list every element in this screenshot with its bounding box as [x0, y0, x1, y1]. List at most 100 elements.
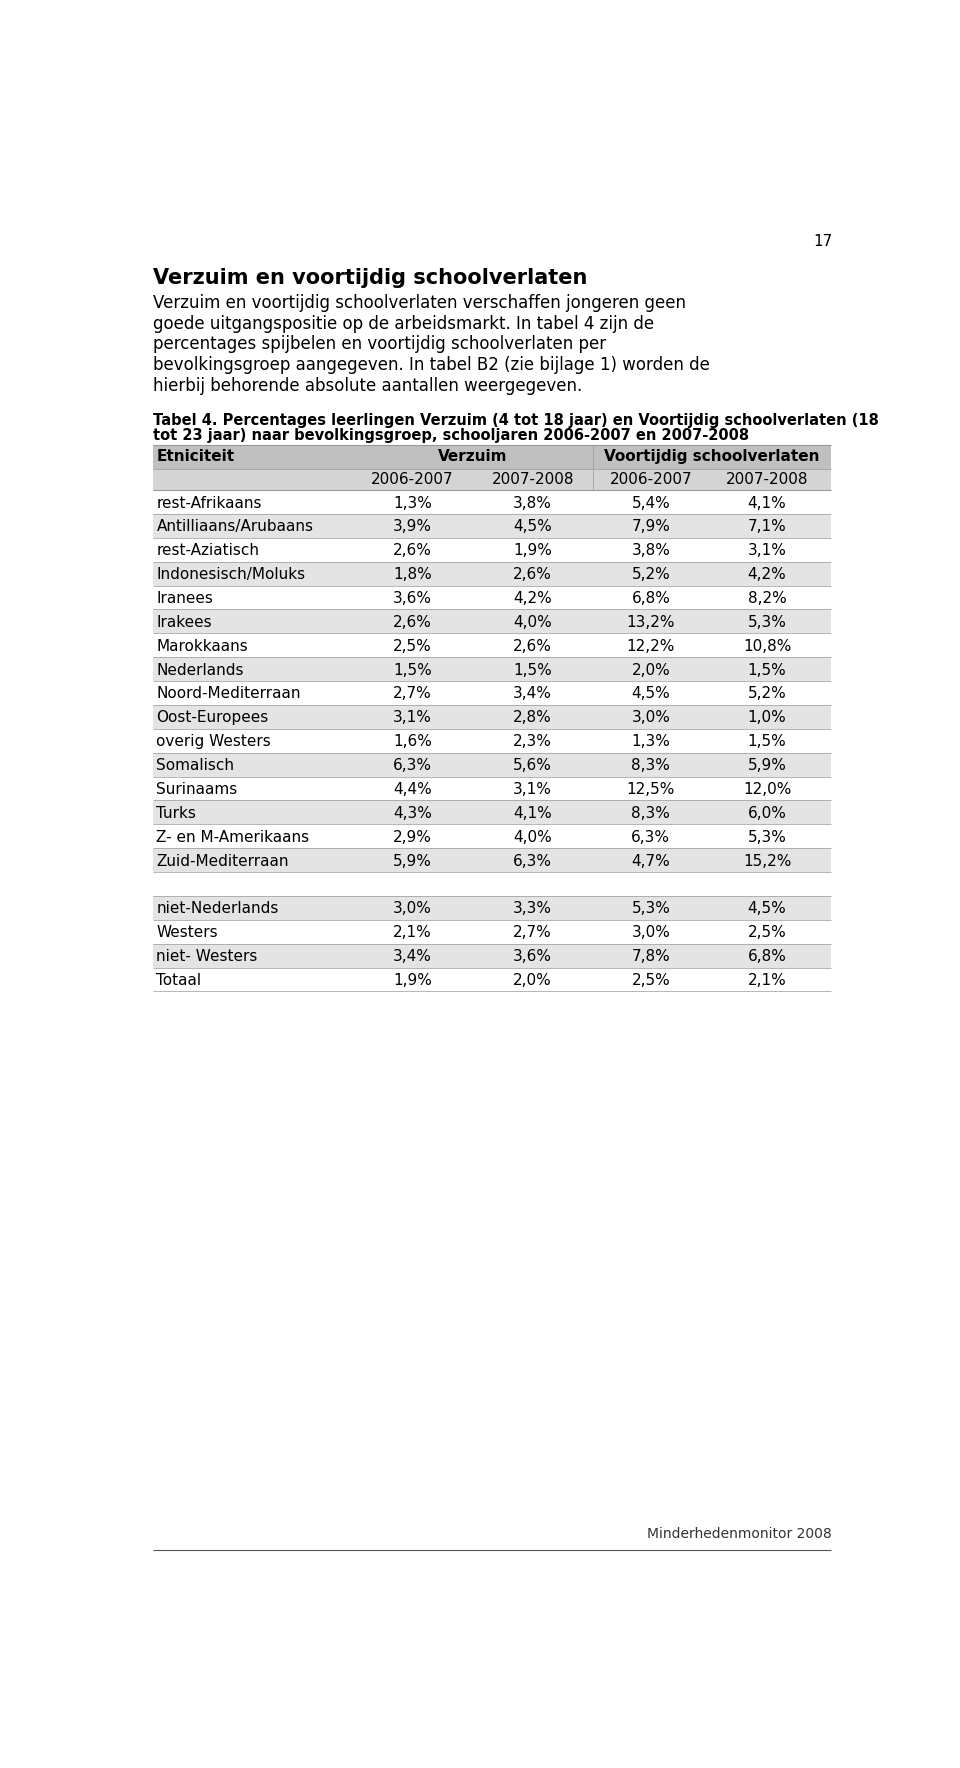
- Text: 12,2%: 12,2%: [627, 638, 675, 654]
- Text: 3,3%: 3,3%: [514, 902, 552, 916]
- Text: Oost-Europees: Oost-Europees: [156, 711, 269, 725]
- Text: 1,5%: 1,5%: [394, 663, 432, 677]
- Bar: [153, 776, 831, 801]
- Text: 8,3%: 8,3%: [632, 806, 670, 820]
- Text: 3,1%: 3,1%: [394, 711, 432, 725]
- Text: niet- Westers: niet- Westers: [156, 949, 258, 964]
- Text: 7,8%: 7,8%: [632, 949, 670, 964]
- Text: 2,6%: 2,6%: [514, 568, 552, 582]
- Text: 6,0%: 6,0%: [748, 806, 786, 820]
- Text: 2007-2008: 2007-2008: [726, 472, 808, 488]
- Text: 4,2%: 4,2%: [514, 591, 552, 606]
- Text: Antilliaans/Arubaans: Antilliaans/Arubaans: [156, 520, 313, 534]
- Text: 5,9%: 5,9%: [394, 854, 432, 868]
- Text: 12,0%: 12,0%: [743, 781, 791, 797]
- Text: 5,6%: 5,6%: [514, 758, 552, 773]
- Text: 3,8%: 3,8%: [632, 543, 670, 559]
- Text: 5,2%: 5,2%: [748, 686, 786, 702]
- Text: rest-Aziatisch: rest-Aziatisch: [156, 543, 259, 559]
- Text: rest-Afrikaans: rest-Afrikaans: [156, 495, 262, 511]
- Bar: [153, 801, 831, 824]
- Text: 7,9%: 7,9%: [632, 520, 670, 534]
- Text: Tabel 4. Percentages leerlingen Verzuim (4 tot 18 jaar) en Voortijdig schoolverl: Tabel 4. Percentages leerlingen Verzuim …: [153, 414, 878, 428]
- Bar: [153, 562, 831, 585]
- Text: Marokkaans: Marokkaans: [156, 638, 249, 654]
- Text: Noord-Mediterraan: Noord-Mediterraan: [156, 686, 300, 702]
- Text: 6,8%: 6,8%: [748, 949, 786, 964]
- Text: Turks: Turks: [156, 806, 196, 820]
- Text: 5,9%: 5,9%: [748, 758, 786, 773]
- Text: 3,4%: 3,4%: [514, 686, 552, 702]
- Text: 4,1%: 4,1%: [748, 495, 786, 511]
- Text: 4,5%: 4,5%: [748, 902, 786, 916]
- Text: Surinaams: Surinaams: [156, 781, 238, 797]
- Text: 3,1%: 3,1%: [748, 543, 786, 559]
- Bar: [153, 728, 831, 753]
- Bar: [153, 490, 831, 514]
- Text: 2,0%: 2,0%: [632, 663, 670, 677]
- Bar: [153, 514, 831, 537]
- Bar: [153, 469, 831, 490]
- Text: 2,1%: 2,1%: [748, 972, 786, 988]
- Text: 5,4%: 5,4%: [632, 495, 670, 511]
- Bar: [153, 446, 831, 469]
- Text: 2006-2007: 2006-2007: [610, 472, 692, 488]
- Text: 8,3%: 8,3%: [632, 758, 670, 773]
- Text: 2,5%: 2,5%: [632, 972, 670, 988]
- Bar: [153, 537, 831, 562]
- Text: 5,3%: 5,3%: [748, 829, 786, 845]
- Text: 1,5%: 1,5%: [514, 663, 552, 677]
- Text: 4,5%: 4,5%: [632, 686, 670, 702]
- Text: 2,7%: 2,7%: [514, 925, 552, 941]
- Text: 13,2%: 13,2%: [627, 615, 675, 629]
- Text: 2,6%: 2,6%: [394, 543, 432, 559]
- Text: 3,1%: 3,1%: [514, 781, 552, 797]
- Text: Nederlands: Nederlands: [156, 663, 244, 677]
- Text: Z- en M-Amerikaans: Z- en M-Amerikaans: [156, 829, 309, 845]
- Text: 3,6%: 3,6%: [514, 949, 552, 964]
- Text: niet-Nederlands: niet-Nederlands: [156, 902, 278, 916]
- Text: 17: 17: [814, 233, 833, 249]
- Text: 5,3%: 5,3%: [632, 902, 670, 916]
- Text: 3,6%: 3,6%: [393, 591, 432, 606]
- Text: 2,0%: 2,0%: [514, 972, 552, 988]
- Text: 2,3%: 2,3%: [514, 734, 552, 750]
- Text: 4,0%: 4,0%: [514, 615, 552, 629]
- Text: 4,0%: 4,0%: [514, 829, 552, 845]
- Text: Westers: Westers: [156, 925, 218, 941]
- Text: 1,8%: 1,8%: [394, 568, 432, 582]
- Text: 6,8%: 6,8%: [632, 591, 670, 606]
- Text: goede uitgangspositie op de arbeidsmarkt. In tabel 4 zijn de: goede uitgangspositie op de arbeidsmarkt…: [153, 315, 654, 332]
- Text: 5,2%: 5,2%: [632, 568, 670, 582]
- Text: 1,5%: 1,5%: [748, 663, 786, 677]
- Text: Etniciteit: Etniciteit: [156, 449, 234, 465]
- Text: 5,3%: 5,3%: [748, 615, 786, 629]
- Text: 6,3%: 6,3%: [632, 829, 670, 845]
- Bar: [153, 967, 831, 992]
- Text: 4,3%: 4,3%: [394, 806, 432, 820]
- Bar: [153, 705, 831, 728]
- Bar: [153, 944, 831, 967]
- Text: 3,4%: 3,4%: [394, 949, 432, 964]
- Bar: [153, 753, 831, 776]
- Text: Verzuim: Verzuim: [438, 449, 508, 465]
- Text: Voortijdig schoolverlaten: Voortijdig schoolverlaten: [605, 449, 820, 465]
- Text: 2007-2008: 2007-2008: [492, 472, 574, 488]
- Text: 1,3%: 1,3%: [394, 495, 432, 511]
- Text: 2,5%: 2,5%: [748, 925, 786, 941]
- Bar: [153, 896, 831, 919]
- Bar: [153, 872, 831, 896]
- Text: Iranees: Iranees: [156, 591, 213, 606]
- Text: tot 23 jaar) naar bevolkingsgroep, schooljaren 2006-2007 en 2007-2008: tot 23 jaar) naar bevolkingsgroep, schoo…: [153, 428, 749, 442]
- Text: 8,2%: 8,2%: [748, 591, 786, 606]
- Bar: [153, 585, 831, 610]
- Bar: [153, 681, 831, 705]
- Text: 3,0%: 3,0%: [632, 925, 670, 941]
- Text: Irakees: Irakees: [156, 615, 212, 629]
- Text: 1,5%: 1,5%: [748, 734, 786, 750]
- Text: 2,7%: 2,7%: [394, 686, 432, 702]
- Text: 2,6%: 2,6%: [394, 615, 432, 629]
- Text: Zuid-Mediterraan: Zuid-Mediterraan: [156, 854, 289, 868]
- Text: Verzuim en voortijdig schoolverlaten verschaffen jongeren geen: Verzuim en voortijdig schoolverlaten ver…: [153, 293, 685, 311]
- Text: hierbij behorende absolute aantallen weergegeven.: hierbij behorende absolute aantallen wee…: [153, 377, 582, 394]
